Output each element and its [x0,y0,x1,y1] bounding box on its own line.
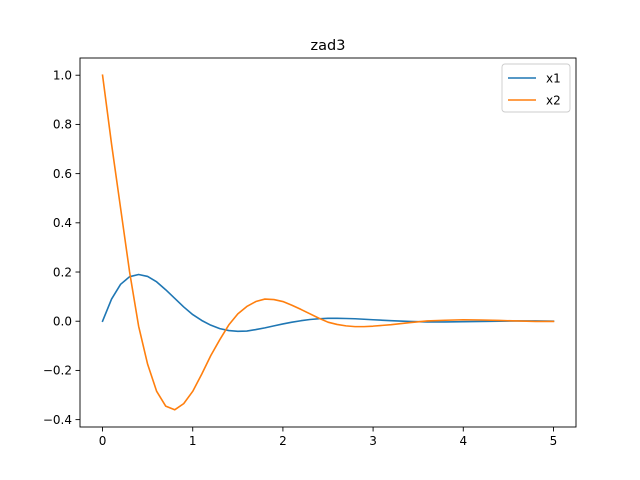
x-tick-label: 5 [550,434,558,448]
series-line-x1 [101,273,555,333]
chart-title: zad3 [311,38,346,54]
y-tick-label: 0.4 [53,216,72,230]
y-tick-label: 0.2 [53,265,72,279]
x-tick-label: 0 [99,434,107,448]
series-line-x2 [101,74,555,411]
y-tick-label: −0.2 [43,364,72,378]
axes-layer: 0 1 2 3 4 5 −0.4 −0.2 0.0 0.2 0.4 0.6 0.8 1.0 [43,57,577,448]
legend-label-x1: x1 [546,71,561,85]
series-layer [101,74,555,411]
y-tick-label: 1.0 [53,69,72,83]
legend: x1 x2 [501,63,571,113]
plot-frame [79,57,577,428]
x-tick-label: 2 [279,434,287,448]
x-tick-label: 4 [459,434,467,448]
y-tick-label: −0.4 [43,413,72,427]
y-tick-label: 0.0 [53,315,72,329]
y-tick-label: 0.6 [53,167,72,181]
legend-label-x2: x2 [546,93,561,107]
y-tick-label: 0.8 [53,118,72,132]
x-tick-label: 3 [369,434,377,448]
x-tick-label: 1 [189,434,197,448]
